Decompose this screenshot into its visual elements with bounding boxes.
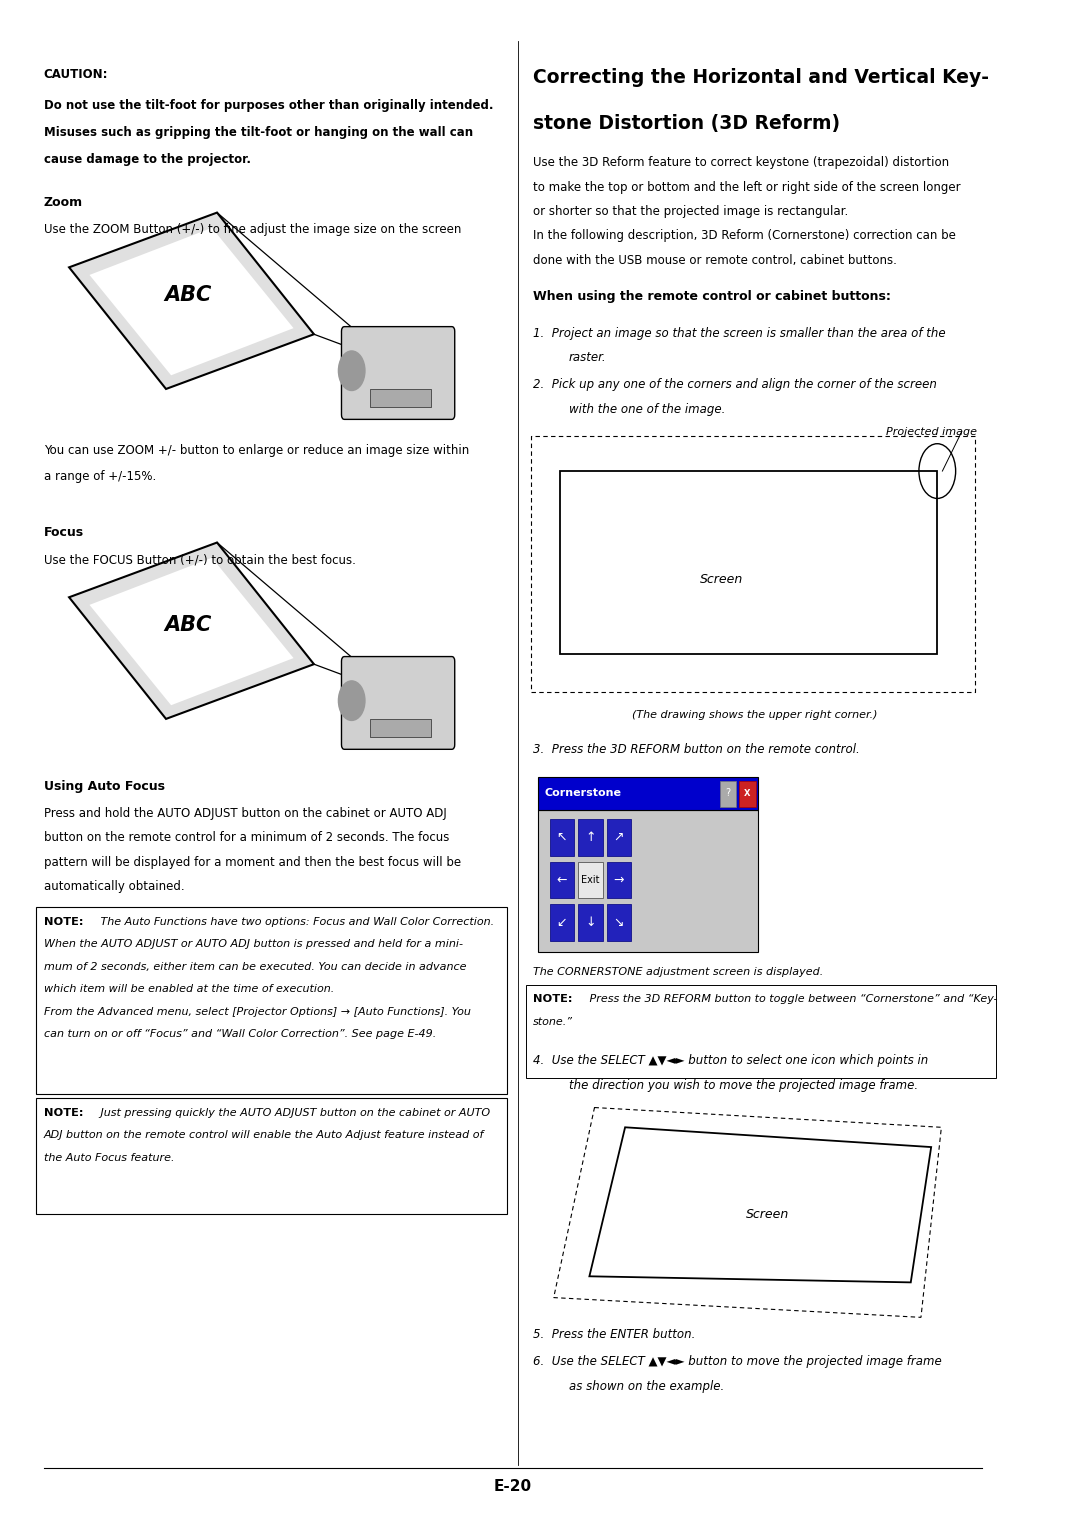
FancyBboxPatch shape	[607, 819, 631, 856]
Text: E-20: E-20	[494, 1479, 532, 1494]
Text: Exit: Exit	[581, 874, 599, 885]
Text: or shorter so that the projected image is rectangular.: or shorter so that the projected image i…	[534, 204, 849, 218]
Text: The CORNERSTONE adjustment screen is displayed.: The CORNERSTONE adjustment screen is dis…	[534, 967, 824, 977]
Text: Screen: Screen	[701, 572, 744, 586]
FancyBboxPatch shape	[37, 908, 507, 1094]
Text: Do not use the tilt-foot for purposes other than originally intended.: Do not use the tilt-foot for purposes ot…	[43, 99, 494, 111]
Text: Press the 3D REFORM button to toggle between “Cornerstone” and “Key-: Press the 3D REFORM button to toggle bet…	[586, 993, 998, 1004]
Text: When the AUTO ADJUST or AUTO ADJ button is pressed and held for a mini-: When the AUTO ADJUST or AUTO ADJ button …	[43, 938, 462, 949]
Text: ABC: ABC	[165, 615, 212, 635]
Text: which item will be enabled at the time of execution.: which item will be enabled at the time o…	[43, 984, 334, 993]
FancyBboxPatch shape	[341, 327, 455, 420]
Circle shape	[338, 351, 365, 391]
Text: 4.  Use the SELECT ▲▼◄► button to select one icon which points in: 4. Use the SELECT ▲▼◄► button to select …	[534, 1054, 929, 1067]
Text: done with the USB mouse or remote control, cabinet buttons.: done with the USB mouse or remote contro…	[534, 253, 897, 267]
FancyBboxPatch shape	[341, 656, 455, 749]
Bar	[370, 719, 431, 737]
Text: ↓: ↓	[585, 916, 596, 929]
Text: Press and hold the AUTO ADJUST button on the cabinet or AUTO ADJ: Press and hold the AUTO ADJUST button on…	[43, 807, 446, 819]
Text: Screen: Screen	[746, 1209, 789, 1221]
Text: the direction you wish to move the projected image frame.: the direction you wish to move the proje…	[569, 1079, 918, 1091]
FancyBboxPatch shape	[607, 862, 631, 899]
Text: raster.: raster.	[569, 351, 607, 365]
Bar	[370, 389, 431, 407]
Text: 3.  Press the 3D REFORM button on the remote control.: 3. Press the 3D REFORM button on the rem…	[534, 743, 860, 757]
Text: ADJ button on the remote control will enable the Auto Adjust feature instead of: ADJ button on the remote control will en…	[43, 1131, 484, 1140]
Text: When using the remote control or cabinet buttons:: When using the remote control or cabinet…	[534, 290, 891, 304]
Text: In the following description, 3D Reform (Cornerstone) correction can be: In the following description, 3D Reform …	[534, 229, 956, 243]
Bar	[539, 777, 758, 810]
Text: 1.  Project an image so that the screen is smaller than the area of the: 1. Project an image so that the screen i…	[534, 327, 946, 340]
Text: ↗: ↗	[613, 832, 624, 844]
Text: Focus: Focus	[43, 526, 84, 539]
Text: NOTE:: NOTE:	[43, 1108, 83, 1117]
Text: CAUTION:: CAUTION:	[43, 69, 108, 81]
Text: Projected image: Projected image	[886, 427, 977, 436]
Text: Misuses such as gripping the tilt-foot or hanging on the wall can: Misuses such as gripping the tilt-foot o…	[43, 127, 473, 139]
Polygon shape	[69, 212, 314, 389]
Polygon shape	[69, 543, 314, 719]
Text: as shown on the example.: as shown on the example.	[569, 1380, 725, 1393]
FancyBboxPatch shape	[37, 1099, 507, 1215]
Text: ↖: ↖	[556, 832, 567, 844]
FancyBboxPatch shape	[578, 905, 603, 942]
FancyBboxPatch shape	[550, 862, 575, 899]
Text: 6.  Use the SELECT ▲▼◄► button to move the projected image frame: 6. Use the SELECT ▲▼◄► button to move th…	[534, 1355, 942, 1369]
Text: (The drawing shows the upper right corner.): (The drawing shows the upper right corne…	[633, 710, 878, 720]
FancyBboxPatch shape	[550, 819, 575, 856]
Bar	[740, 781, 756, 807]
Text: stone.”: stone.”	[534, 1016, 573, 1027]
Polygon shape	[90, 227, 294, 375]
Text: ↑: ↑	[585, 832, 596, 844]
Text: mum of 2 seconds, either item can be executed. You can decide in advance: mum of 2 seconds, either item can be exe…	[43, 961, 467, 972]
Text: From the Advanced menu, select [Projector Options] → [Auto Functions]. You: From the Advanced menu, select [Projecto…	[43, 1007, 471, 1016]
Text: Zoom: Zoom	[43, 195, 83, 209]
Text: Use the 3D Reform feature to correct keystone (trapezoidal) distortion: Use the 3D Reform feature to correct key…	[534, 156, 949, 169]
Text: Correcting the Horizontal and Vertical Key-: Correcting the Horizontal and Vertical K…	[534, 69, 989, 87]
Bar	[531, 436, 975, 691]
Text: X: X	[744, 789, 751, 798]
Text: Just pressing quickly the AUTO ADJUST button on the cabinet or AUTO: Just pressing quickly the AUTO ADJUST bu…	[96, 1108, 489, 1117]
Bar	[539, 810, 758, 952]
Text: the Auto Focus feature.: the Auto Focus feature.	[43, 1152, 174, 1163]
Circle shape	[338, 681, 365, 720]
Text: ?: ?	[726, 789, 731, 798]
Text: button on the remote control for a minimum of 2 seconds. The focus: button on the remote control for a minim…	[43, 832, 449, 844]
Text: ↙: ↙	[556, 916, 567, 929]
Text: automatically obtained.: automatically obtained.	[43, 881, 185, 893]
Text: 5.  Press the ENTER button.: 5. Press the ENTER button.	[534, 1328, 696, 1341]
Text: cause damage to the projector.: cause damage to the projector.	[43, 153, 251, 166]
FancyBboxPatch shape	[578, 819, 603, 856]
Text: NOTE:: NOTE:	[534, 993, 572, 1004]
Text: Use the ZOOM Button (+/-) to fine adjust the image size on the screen: Use the ZOOM Button (+/-) to fine adjust…	[43, 223, 461, 237]
FancyBboxPatch shape	[550, 905, 575, 942]
Text: stone Distortion (3D Reform): stone Distortion (3D Reform)	[534, 114, 840, 133]
Text: 2.  Pick up any one of the corners and align the corner of the screen: 2. Pick up any one of the corners and al…	[534, 378, 937, 391]
FancyBboxPatch shape	[607, 905, 631, 942]
Text: Use the FOCUS Button (+/-) to obtain the best focus.: Use the FOCUS Button (+/-) to obtain the…	[43, 554, 355, 566]
Text: NOTE:: NOTE:	[43, 917, 83, 926]
Text: can turn on or off “Focus” and “Wall Color Correction”. See page E-49.: can turn on or off “Focus” and “Wall Col…	[43, 1029, 436, 1039]
Bar	[559, 472, 937, 653]
Text: a range of +/-15%.: a range of +/-15%.	[43, 470, 156, 482]
FancyBboxPatch shape	[578, 862, 603, 899]
Text: Using Auto Focus: Using Auto Focus	[43, 780, 164, 792]
Text: Cornerstone: Cornerstone	[544, 789, 621, 798]
Text: You can use ZOOM +/- button to enlarge or reduce an image size within: You can use ZOOM +/- button to enlarge o…	[43, 444, 469, 456]
Text: ABC: ABC	[165, 285, 212, 305]
Text: with the one of the image.: with the one of the image.	[569, 403, 726, 415]
Bar	[720, 781, 737, 807]
Text: to make the top or bottom and the left or right side of the screen longer: to make the top or bottom and the left o…	[534, 180, 961, 194]
Text: →: →	[613, 873, 624, 887]
Text: The Auto Functions have two options: Focus and Wall Color Correction.: The Auto Functions have two options: Foc…	[96, 917, 494, 926]
Text: ←: ←	[556, 873, 567, 887]
FancyBboxPatch shape	[526, 984, 997, 1079]
Text: pattern will be displayed for a moment and then the best focus will be: pattern will be displayed for a moment a…	[43, 856, 461, 868]
Text: ↘: ↘	[613, 916, 624, 929]
Polygon shape	[90, 557, 294, 705]
